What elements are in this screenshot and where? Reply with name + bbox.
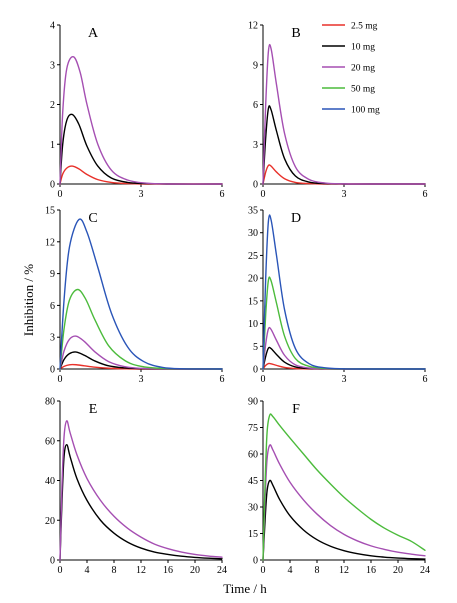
y-tick-label: 9: [253, 60, 258, 71]
series-line-20-mg: [262, 326, 426, 370]
series-line-20-mg: [59, 56, 223, 185]
x-tick-label: 16: [366, 565, 376, 576]
series-line-20-mg: [262, 43, 426, 185]
x-tick-label: 8: [112, 565, 117, 576]
x-tick-label: 0: [261, 565, 266, 576]
x-tick-label: 6: [423, 189, 428, 200]
y-tick-label: 90: [248, 397, 258, 408]
x-tick-label: 4: [85, 565, 90, 576]
x-axis-title: Time / h: [223, 581, 267, 596]
y-tick-label: 40: [45, 476, 55, 487]
panel-letter: F: [292, 402, 300, 417]
x-tick-label: 16: [163, 565, 173, 576]
y-tick-label: 0: [253, 180, 258, 191]
series-line-100-mg: [262, 214, 426, 370]
x-tick-label: 4: [288, 565, 293, 576]
panel-c: 0 3 6 9 12 15 0 3 6 C: [45, 206, 225, 386]
series-line-10-mg: [59, 444, 223, 561]
series-line-10-mg: [262, 479, 426, 561]
y-tick-label: 80: [45, 397, 55, 408]
legend-label: 50 mg: [351, 85, 375, 95]
y-tick-label: 0: [50, 365, 55, 376]
y-tick-label: 25: [248, 251, 258, 262]
x-tick-label: 20: [393, 565, 403, 576]
y-tick-label: 35: [248, 206, 258, 217]
series-line-20-mg: [262, 444, 426, 561]
y-tick-label: 3: [50, 60, 55, 71]
panel-letter: E: [89, 402, 98, 417]
y-tick-label: 3: [253, 140, 258, 151]
x-tick-label: 3: [139, 189, 144, 200]
y-tick-label: 5: [253, 342, 258, 353]
y-tick-label: 30: [248, 228, 258, 239]
x-tick-label: 6: [220, 189, 225, 200]
y-tick-label: 0: [253, 365, 258, 376]
y-tick-label: 20: [248, 274, 258, 285]
series-line-100-mg: [59, 218, 223, 370]
x-tick-label: 6: [423, 374, 428, 385]
x-tick-label: 0: [261, 374, 266, 385]
y-tick-label: 0: [50, 556, 55, 567]
y-tick-label: 30: [248, 503, 258, 514]
y-tick-label: 12: [248, 21, 258, 32]
panel-e: 0 20 40 60 80 0 4 8 12 16 20 24 E: [45, 397, 227, 577]
y-tick-label: 1: [50, 140, 55, 151]
panel-d: 0 5 10 15 20 25 30 35 0 3 6 D: [248, 206, 428, 386]
panel-letter: C: [88, 211, 97, 226]
y-tick-label: 0: [253, 556, 258, 567]
x-tick-label: 0: [58, 189, 63, 200]
y-tick-label: 60: [248, 450, 258, 461]
panel-letter: B: [291, 26, 300, 41]
y-tick-label: 15: [45, 206, 55, 217]
x-tick-label: 24: [420, 565, 430, 576]
y-tick-label: 9: [50, 269, 55, 280]
y-tick-label: 10: [248, 319, 258, 330]
panel-b: 0 3 6 9 12 0 3 6 B: [248, 21, 428, 201]
x-tick-label: 8: [315, 565, 320, 576]
panel-f: 0 15 30 45 60 75 90 0 4 8 12 16 20 24 F: [248, 397, 430, 577]
series-line-2-5-mg: [262, 164, 426, 185]
series-line-2-5-mg: [59, 165, 223, 185]
x-tick-label: 0: [58, 565, 63, 576]
legend-label: 100 mg: [351, 106, 380, 116]
x-tick-label: 6: [220, 374, 225, 385]
legend-label: 10 mg: [351, 43, 375, 53]
panel-letter: D: [291, 211, 301, 226]
y-tick-label: 2: [50, 100, 55, 111]
x-tick-label: 3: [139, 374, 144, 385]
y-tick-label: 15: [248, 529, 258, 540]
y-tick-label: 4: [50, 21, 55, 32]
y-tick-label: 6: [50, 301, 55, 312]
panel-letter: A: [88, 26, 99, 41]
y-tick-label: 3: [50, 333, 55, 344]
x-tick-label: 20: [190, 565, 200, 576]
legend-label: 2.5 mg: [351, 22, 378, 32]
y-tick-label: 0: [50, 180, 55, 191]
y-axis-title: Inhibition / %: [21, 264, 36, 336]
series-line-50-mg: [262, 413, 426, 561]
series-line-20-mg: [59, 335, 223, 370]
y-tick-label: 60: [45, 436, 55, 447]
legend: 2.5 mg 10 mg 20 mg 50 mg 100 mg: [322, 22, 380, 116]
x-tick-label: 0: [261, 189, 266, 200]
y-tick-label: 45: [248, 476, 258, 487]
x-tick-label: 3: [342, 374, 347, 385]
y-tick-label: 15: [248, 296, 258, 307]
x-tick-label: 0: [58, 374, 63, 385]
series-line-10-mg: [59, 113, 223, 185]
x-tick-label: 12: [339, 565, 349, 576]
x-tick-label: 12: [136, 565, 146, 576]
legend-label: 20 mg: [351, 64, 375, 74]
y-tick-label: 20: [45, 516, 55, 527]
panel-a: 0 1 2 3 4 0 3 6 A: [50, 21, 225, 201]
series-line-50-mg: [59, 288, 223, 370]
y-tick-label: 6: [253, 100, 258, 111]
series-line-20-mg: [59, 420, 223, 561]
y-tick-label: 12: [45, 237, 55, 248]
x-tick-label: 3: [342, 189, 347, 200]
x-tick-label: 24: [217, 565, 227, 576]
y-tick-label: 75: [248, 423, 258, 434]
